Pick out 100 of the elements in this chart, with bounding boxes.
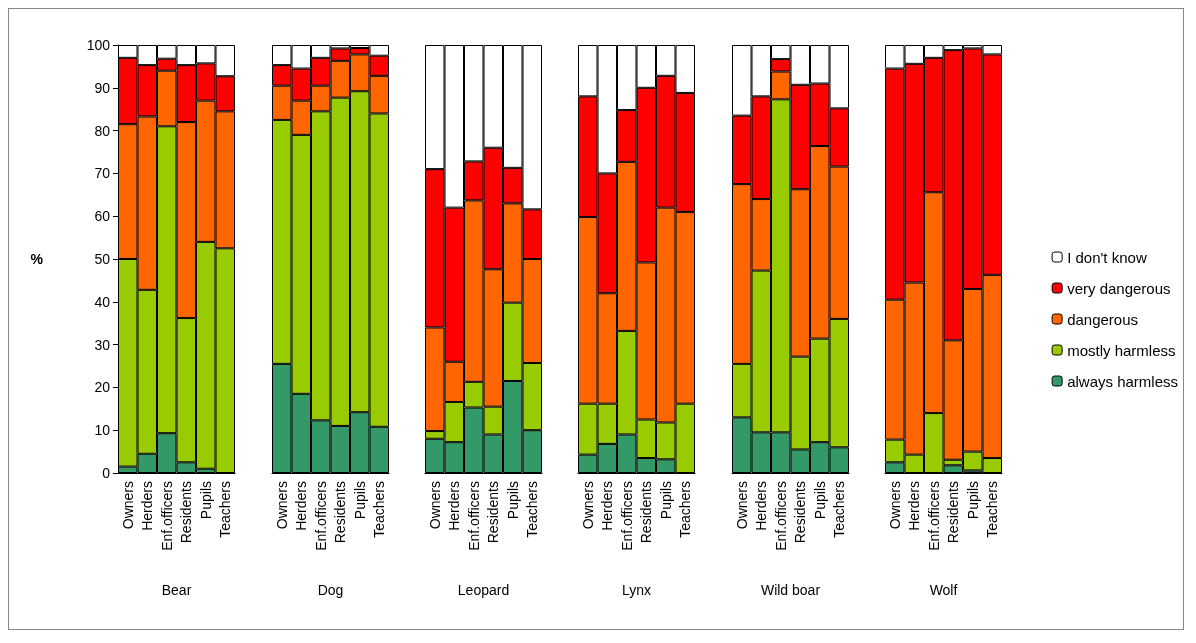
- bar: [617, 110, 637, 162]
- bar: [923, 192, 944, 414]
- bar: [369, 55, 389, 76]
- x-tick-label: Teachers: [677, 481, 694, 538]
- bar: [943, 50, 963, 341]
- bar: [636, 45, 657, 88]
- bar: [118, 45, 138, 58]
- bar: [731, 417, 752, 473]
- bar: [770, 59, 791, 72]
- bar: [751, 199, 771, 271]
- bar: [904, 45, 924, 64]
- bar: [617, 330, 637, 435]
- y-tick-label: 40: [94, 293, 111, 310]
- y-tick-label: 90: [94, 79, 111, 96]
- bar: [215, 45, 235, 77]
- x-tick-label: Herders: [752, 481, 769, 531]
- x-tick-label: Residents: [638, 481, 655, 544]
- figure-frame: % Bear 0 10 20 30 40 50 60 70 80 90 100 Owners Herders Enf.officers Residents Pupils Teachers Dog Owners Herders Enf.officers Residents Pupils Teachers Leopard Owners Herders Enf.officers Residents Pupils Teachers Lynx Owners Herders Enf.officers Residents Pupils Teachers Wild boar Owners Herders Enf.officers Residents Pupils Teachers Wolf Owners Herders Enf.officers Residents Pupils Teachers I don't know very dangerous dangerous mostly harmless always harmless: [8, 8, 1184, 630]
- bar: [770, 45, 791, 60]
- bar: [884, 45, 905, 69]
- x-tick-label: Enf.officers: [619, 481, 636, 551]
- bar: [118, 466, 138, 473]
- bar: [943, 465, 963, 473]
- y-tick-label: 30: [94, 336, 111, 353]
- x-tick-label: Pupils: [197, 481, 214, 520]
- bar: [904, 282, 924, 455]
- bar: [176, 122, 196, 319]
- bar: [157, 58, 177, 71]
- bar: [118, 259, 138, 467]
- x-tick-label: Owners: [886, 481, 903, 530]
- x-tick-label: Enf.officers: [465, 481, 482, 551]
- bar: [923, 413, 944, 473]
- bar: [731, 184, 752, 364]
- bar: [215, 76, 235, 112]
- x-tick-label: Owners: [580, 481, 597, 530]
- bar: [369, 45, 389, 56]
- bar: [578, 45, 598, 97]
- x-tick-label: Herders: [139, 481, 156, 531]
- bar: [943, 340, 963, 460]
- y-tick-label: 70: [94, 165, 111, 182]
- x-tick-label: Residents: [944, 481, 961, 544]
- x-tick-label: Pupils: [658, 481, 675, 520]
- x-tick-label: Pupils: [964, 481, 981, 520]
- bar: [464, 381, 484, 408]
- bar: [503, 302, 523, 381]
- bar: [157, 433, 177, 473]
- bar: [291, 134, 311, 394]
- x-tick-label: Enf.officers: [925, 481, 942, 551]
- legend-label: dangerous: [1066, 310, 1138, 328]
- bar: [597, 293, 618, 404]
- bar: [809, 146, 830, 339]
- bar: [311, 45, 331, 58]
- bar: [444, 361, 465, 402]
- x-tick-label: Pupils: [504, 481, 521, 520]
- bar: [350, 91, 370, 413]
- bar: [291, 100, 311, 135]
- x-tick-label: Owners: [733, 481, 750, 530]
- bar: [483, 269, 504, 407]
- bar: [636, 419, 657, 459]
- bar: [137, 116, 157, 290]
- bar: [790, 84, 810, 190]
- bar: [656, 422, 676, 460]
- bar: [770, 71, 791, 100]
- x-tick-label: Pupils: [351, 481, 368, 520]
- bar: [656, 207, 676, 423]
- bar: [617, 161, 637, 331]
- bar: [962, 451, 983, 471]
- bar: [196, 45, 216, 64]
- x-axis-title: Dog: [317, 582, 344, 598]
- x-axis-title: Bear: [161, 582, 192, 598]
- bar: [656, 45, 676, 76]
- bar: [350, 45, 370, 48]
- x-axis-title: Leopard: [457, 582, 510, 598]
- bar: [790, 189, 810, 357]
- bar: [350, 48, 370, 55]
- bar: [962, 48, 983, 289]
- bar: [522, 45, 543, 210]
- bar: [291, 45, 311, 69]
- bar: [731, 115, 752, 185]
- bar: [196, 63, 216, 101]
- bar: [522, 430, 543, 473]
- bar: [790, 45, 810, 85]
- bar: [196, 100, 216, 242]
- bar: [196, 241, 216, 469]
- y-tick-label: 50: [94, 251, 111, 267]
- bar: [137, 45, 157, 66]
- bar: [444, 401, 465, 443]
- bar: [751, 96, 771, 200]
- x-tick-label: Residents: [791, 481, 808, 544]
- x-tick-label: Herders: [446, 481, 463, 531]
- bar: [943, 459, 963, 466]
- bar: [176, 65, 196, 123]
- bar: [962, 45, 983, 49]
- bar: [330, 48, 350, 61]
- bar: [464, 161, 484, 201]
- bar: [522, 209, 543, 259]
- bar: [884, 439, 905, 463]
- legend-label: I don't know: [1066, 248, 1147, 266]
- x-tick-label: Teachers: [983, 481, 1000, 538]
- bar: [770, 99, 791, 433]
